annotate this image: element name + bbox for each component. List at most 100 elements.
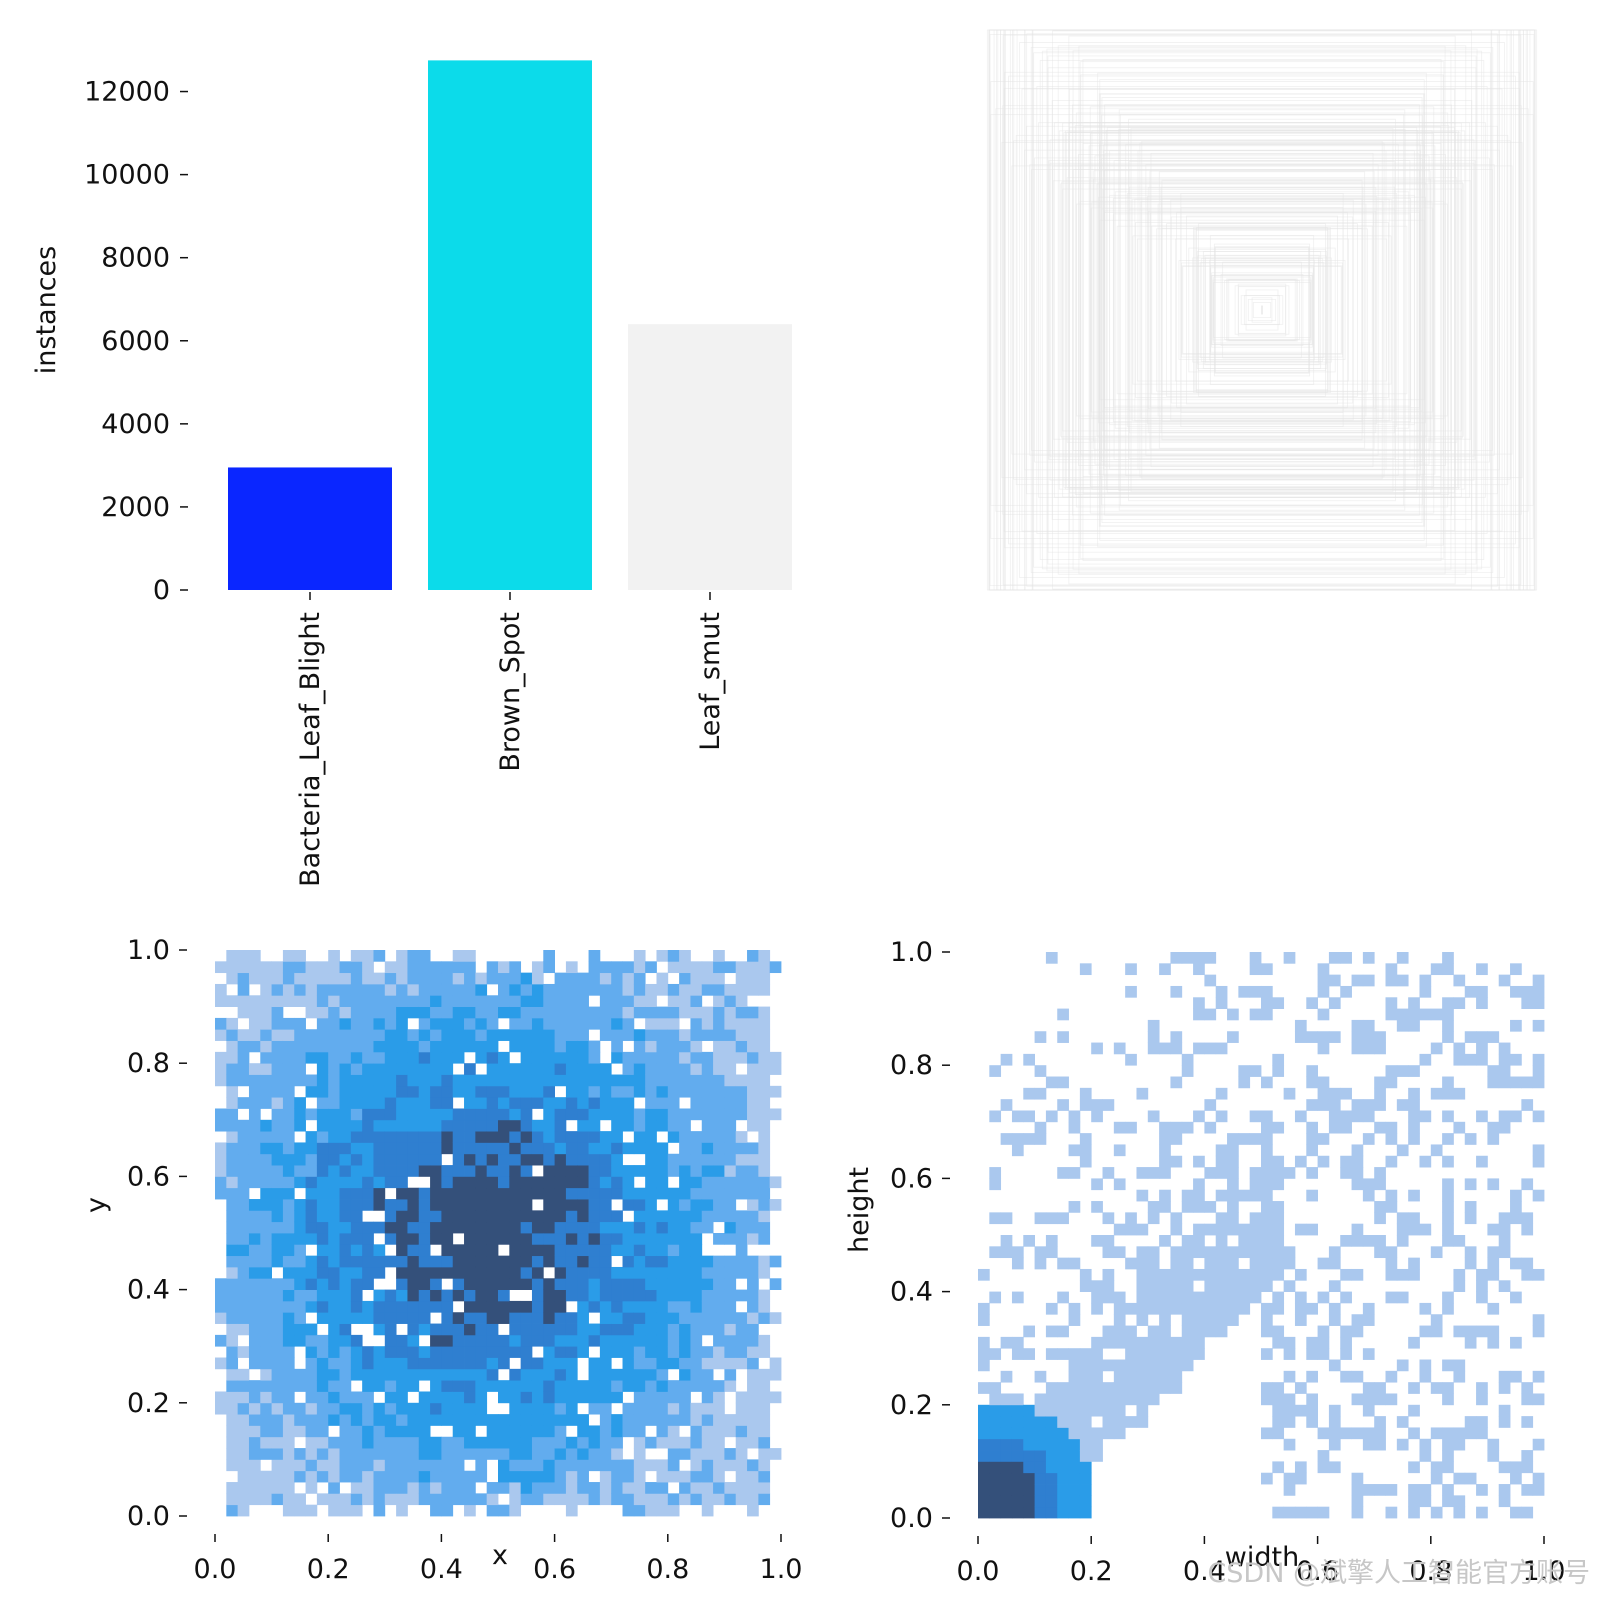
heatmap-cell xyxy=(226,1504,239,1517)
heatmap-cell xyxy=(226,1210,239,1223)
heatmap-cell xyxy=(498,1346,510,1358)
heatmap-cell xyxy=(1476,1280,1488,1292)
heatmap-cell xyxy=(430,1402,442,1415)
heatmap-cell xyxy=(282,1278,295,1290)
heatmap-cell xyxy=(1374,1042,1386,1055)
heatmap-cell xyxy=(1215,1280,1228,1292)
heatmap-cell xyxy=(645,1142,657,1155)
heatmap-cell xyxy=(667,1278,680,1290)
heatmap-cell xyxy=(1374,1201,1386,1213)
heatmap-cell xyxy=(316,1131,329,1143)
heatmap-cell xyxy=(554,1436,567,1449)
heatmap-cell xyxy=(226,1131,239,1143)
heatmap-cell xyxy=(611,1470,623,1483)
heatmap-cell xyxy=(622,1402,635,1415)
heatmap-cell xyxy=(1091,1042,1103,1055)
heatmap-cell xyxy=(396,1051,408,1064)
heatmap-cell xyxy=(1159,1382,1171,1394)
heatmap-cell xyxy=(452,1165,465,1177)
heatmap-cell xyxy=(978,1506,990,1519)
heatmap-cell xyxy=(260,1436,272,1449)
heatmap-cell xyxy=(1453,1121,1466,1134)
heatmap-cell xyxy=(328,1380,340,1392)
heatmap-cell xyxy=(1170,1031,1183,1043)
bar-x-tick-label: Bacteria_Leaf_Blight xyxy=(295,612,326,887)
heatmap-cell xyxy=(1272,1121,1285,1134)
heatmap-cell xyxy=(475,1448,488,1460)
heatmap-cell xyxy=(248,972,261,985)
heatmap-cell xyxy=(1521,1223,1534,1236)
heatmap-cell xyxy=(1159,1144,1171,1157)
heatmap-cell xyxy=(633,1391,646,1404)
heatmap-cell xyxy=(735,1334,748,1347)
heatmap-cell xyxy=(373,1051,386,1064)
x-tick-label: 0.6 xyxy=(1296,1556,1339,1587)
heatmap-cell xyxy=(396,1493,408,1506)
box-outline xyxy=(1078,154,1446,466)
heatmap-cell xyxy=(989,1461,1002,1474)
heatmap-cell xyxy=(226,1289,239,1302)
heatmap-cell xyxy=(1000,1246,1013,1259)
heatmap-cell xyxy=(554,1425,567,1438)
heatmap-cell xyxy=(396,1131,408,1143)
heatmap-cell xyxy=(1385,1121,1398,1134)
heatmap-cell xyxy=(1147,1257,1160,1270)
heatmap-cell xyxy=(531,972,544,985)
heatmap-cell xyxy=(464,1414,476,1426)
heatmap-cell xyxy=(1317,1008,1330,1021)
heatmap-cell xyxy=(509,961,522,974)
heatmap-cell xyxy=(1170,1302,1183,1315)
heatmap-cell xyxy=(690,1108,703,1121)
heatmap-cell xyxy=(1328,1031,1341,1043)
heatmap-cell xyxy=(226,1176,239,1189)
heatmap-cell xyxy=(1294,1110,1307,1123)
heatmap-cell xyxy=(520,1459,533,1472)
heatmap-cell xyxy=(396,1312,408,1324)
heatmap-cell xyxy=(248,1176,261,1189)
heatmap-cell xyxy=(543,1085,555,1098)
heatmap-cell xyxy=(384,1142,397,1155)
heatmap-cell xyxy=(1136,1291,1149,1304)
heatmap-cell xyxy=(565,1051,578,1064)
heatmap-cell xyxy=(1340,1348,1352,1360)
heatmap-cell xyxy=(1408,1427,1420,1440)
heatmap-cell xyxy=(531,1357,544,1370)
heatmap-cell xyxy=(305,1300,318,1313)
heatmap-cell xyxy=(1442,1291,1454,1304)
heatmap-cell xyxy=(294,1504,306,1517)
heatmap-cell xyxy=(362,1425,374,1438)
heatmap-cell xyxy=(384,1414,397,1426)
heatmap-cell xyxy=(373,1142,386,1155)
heatmap-cell xyxy=(747,1108,759,1121)
heatmap-cell xyxy=(520,972,533,985)
heatmap-cell xyxy=(1283,1393,1296,1406)
heatmap-cell xyxy=(407,1199,420,1211)
heatmap-cell xyxy=(350,1051,363,1064)
heatmap-cell xyxy=(1068,1506,1081,1519)
heatmap-cell xyxy=(486,1266,499,1279)
box-outline xyxy=(1061,181,1463,439)
heatmap-cell xyxy=(430,1436,442,1449)
heatmap-cell xyxy=(599,1006,612,1019)
heatmap-cell xyxy=(248,1357,261,1370)
heatmap-cell xyxy=(248,1255,261,1268)
heatmap-cell xyxy=(565,1414,578,1426)
heatmap-cell xyxy=(396,1040,408,1053)
heatmap-cell xyxy=(226,1017,239,1030)
heatmap-cell xyxy=(475,1040,488,1053)
heatmap-cell xyxy=(282,1482,295,1494)
heatmap-cell xyxy=(215,1017,227,1030)
heatmap-cell xyxy=(1464,1053,1477,1066)
heatmap-cell xyxy=(1079,1495,1092,1508)
heatmap-cell xyxy=(328,1131,340,1143)
heatmap-cell xyxy=(1113,1223,1126,1236)
heatmap-cell xyxy=(418,1414,431,1426)
heatmap-cell xyxy=(1453,1325,1466,1338)
heatmap-cell xyxy=(260,1380,272,1392)
heatmap-cell xyxy=(464,1108,476,1121)
heatmap-cell xyxy=(656,1051,669,1064)
heatmap-cell xyxy=(475,1119,488,1132)
heatmap-cell xyxy=(713,983,725,996)
heatmap-cell xyxy=(724,1142,737,1155)
heatmap-cell xyxy=(1408,1336,1420,1349)
